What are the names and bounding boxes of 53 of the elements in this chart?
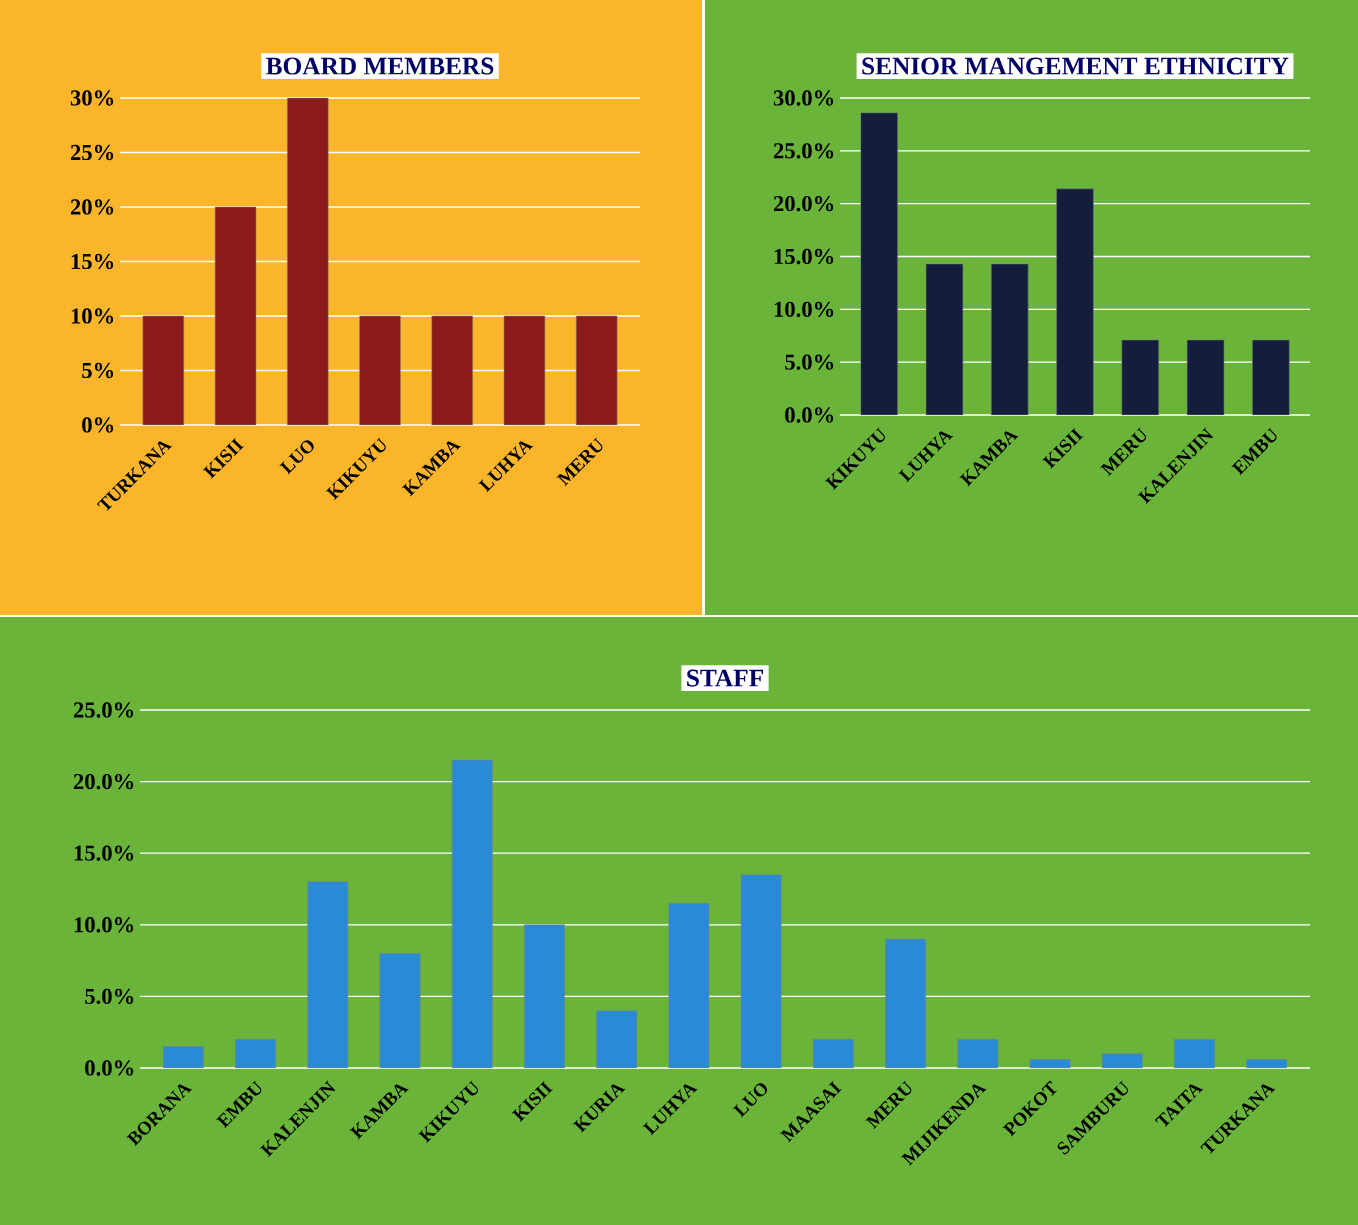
bar (287, 97, 329, 425)
bar (885, 938, 926, 1068)
y-tick-label: 30% (70, 90, 114, 106)
bar (431, 315, 473, 425)
y-tick-label: 5.0% (785, 354, 834, 370)
bar (575, 315, 618, 425)
chart-title: STAFF (687, 669, 763, 687)
bar (957, 1039, 999, 1068)
bar (503, 315, 546, 425)
y-tick-label: 10.0% (74, 917, 134, 933)
y-tick-label: 15% (71, 253, 114, 270)
y-tick-label: 20.0% (773, 195, 834, 212)
y-tick-label: 25% (70, 144, 114, 161)
y-tick-label: 20% (70, 199, 114, 215)
bar (451, 759, 493, 1068)
y-tick-label: 0.0% (85, 1060, 134, 1076)
y-tick-label: 0% (82, 417, 114, 433)
bar (1252, 339, 1290, 415)
y-tick-label: 5.0% (85, 988, 134, 1005)
chart-title: BOARD MEMBERS (266, 57, 494, 75)
bar (925, 263, 964, 415)
bar (1056, 188, 1094, 415)
bar (214, 206, 257, 425)
bar (1246, 1059, 1288, 1068)
bar (991, 263, 1029, 415)
y-tick-label: 0.0% (785, 407, 834, 423)
bar (860, 112, 898, 415)
bar (359, 315, 401, 425)
y-tick-label: 30.0% (773, 90, 834, 106)
y-tick-label: 15.0% (774, 248, 834, 265)
y-tick-label: 10% (71, 308, 114, 324)
bar (1186, 339, 1225, 415)
bar (1101, 1053, 1143, 1068)
bar (235, 1039, 276, 1068)
y-tick-label: 5% (82, 362, 114, 379)
bar (1174, 1039, 1215, 1068)
y-tick-label: 15.0% (74, 845, 134, 861)
y-tick-label: 20.0% (73, 773, 134, 790)
y-tick-label: 25.0% (773, 143, 834, 159)
bar (668, 903, 710, 1068)
bar (379, 953, 421, 1068)
bar (596, 1010, 638, 1068)
chart-title: SENIOR MANGEMENT ETHNICITY (862, 57, 1289, 75)
bar (740, 874, 782, 1068)
bar (162, 1046, 204, 1068)
bar (1121, 339, 1160, 415)
bar (142, 315, 185, 425)
y-tick-label: 10.0% (774, 301, 834, 318)
bar (1029, 1059, 1071, 1068)
bar (307, 881, 349, 1068)
bar (524, 924, 565, 1068)
y-tick-label: 25.0% (73, 702, 134, 718)
bar (812, 1039, 854, 1068)
